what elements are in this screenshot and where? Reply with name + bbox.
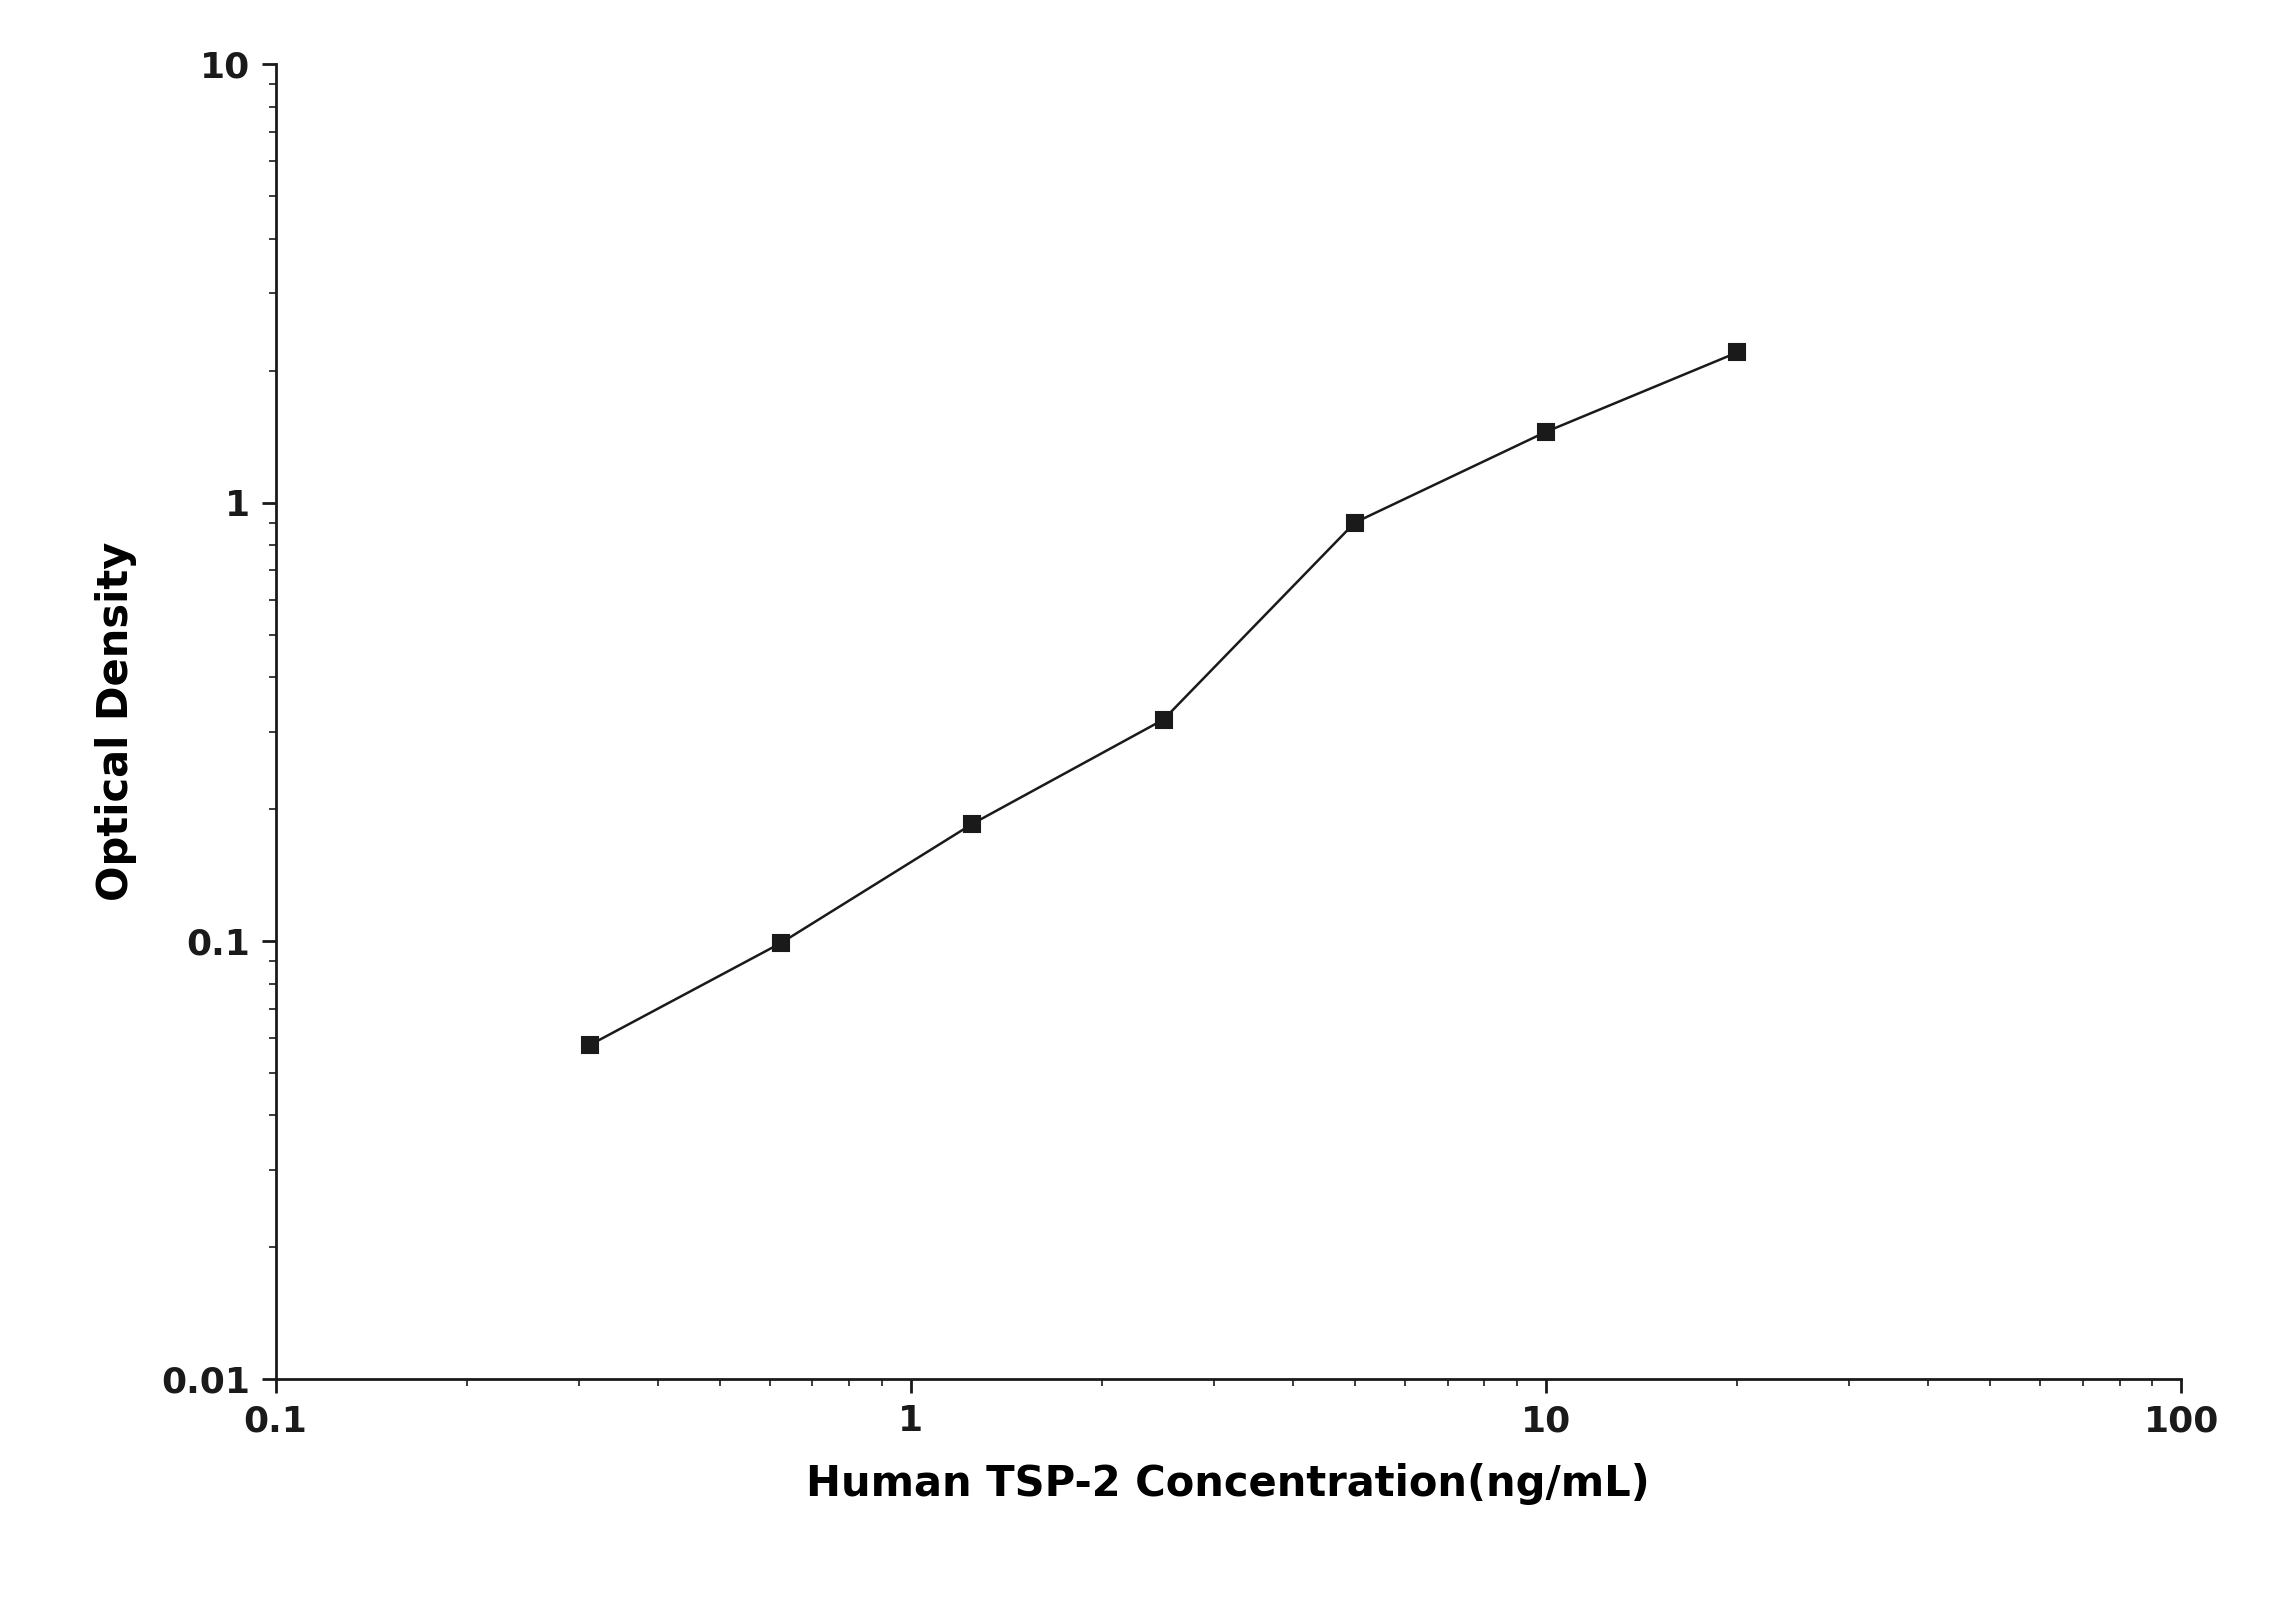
Y-axis label: Optical Density: Optical Density xyxy=(94,542,135,901)
X-axis label: Human TSP-2 Concentration(ng/mL): Human TSP-2 Concentration(ng/mL) xyxy=(806,1463,1651,1506)
